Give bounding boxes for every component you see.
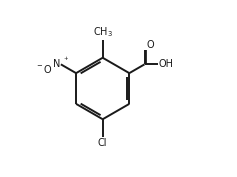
Text: $^+$: $^+$ bbox=[62, 55, 69, 64]
Text: Cl: Cl bbox=[98, 138, 107, 148]
Text: $^-$O: $^-$O bbox=[35, 63, 52, 75]
Text: O: O bbox=[147, 40, 154, 50]
Text: N: N bbox=[54, 59, 61, 69]
Text: CH$_3$: CH$_3$ bbox=[93, 25, 113, 39]
Text: OH: OH bbox=[158, 59, 173, 69]
